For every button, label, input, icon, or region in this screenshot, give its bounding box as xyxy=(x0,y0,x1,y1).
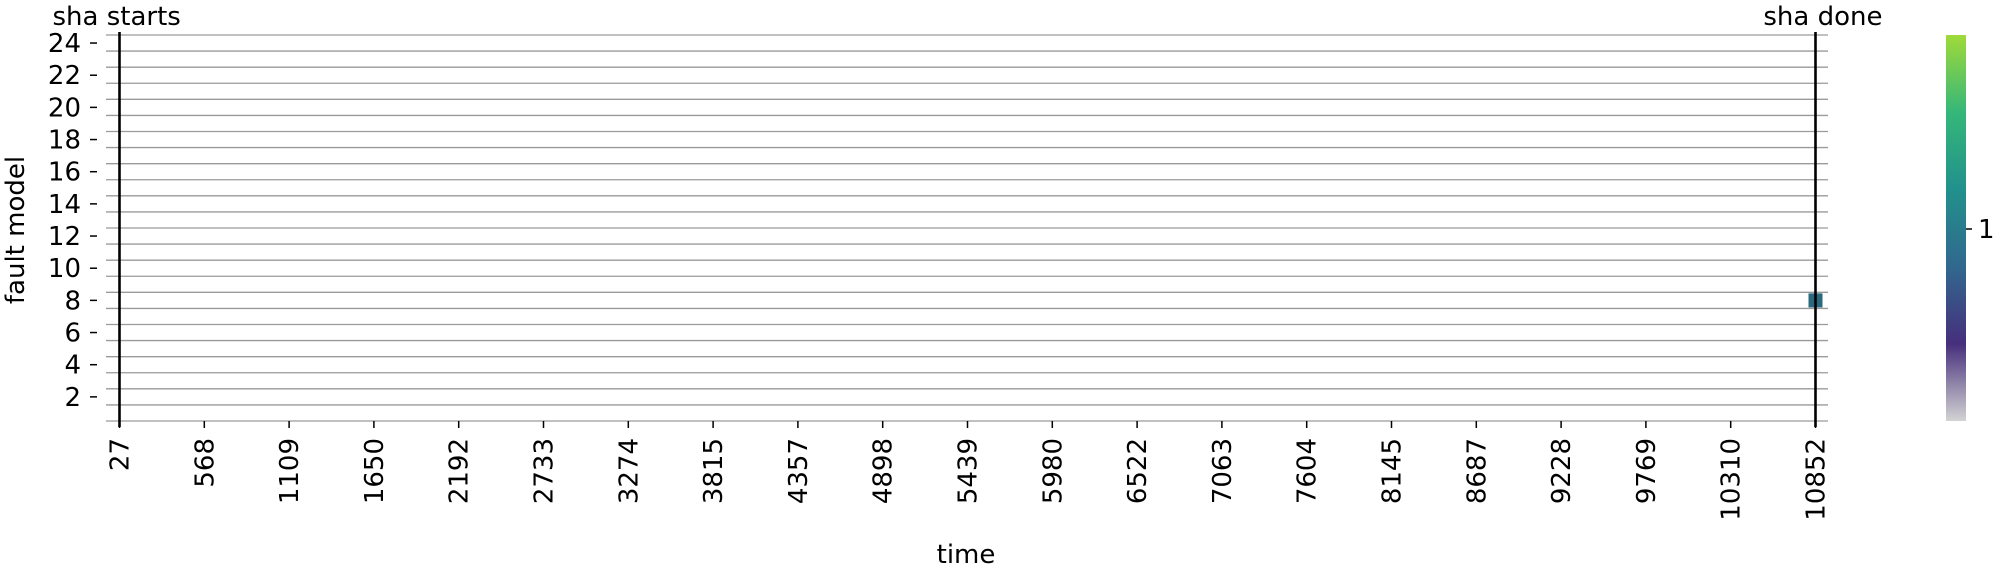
x-tick-label: 4357 xyxy=(784,438,814,504)
y-tick-label: 2 xyxy=(64,383,81,413)
x-tick-label: 27 xyxy=(106,438,136,471)
y-tick-label: 6 xyxy=(64,319,81,349)
x-tick-label: 10310 xyxy=(1717,438,1747,521)
y-tick-label: 24 xyxy=(48,29,81,59)
x-tick-label: 568 xyxy=(190,438,220,488)
annotation-labels: sha starts sha done xyxy=(53,2,1883,32)
x-tick-label: 3815 xyxy=(699,438,729,504)
grid-lines xyxy=(106,34,1828,422)
y-tick-label: 14 xyxy=(48,190,81,220)
x-tick-label: 8145 xyxy=(1378,438,1408,504)
x-tick-label: 4898 xyxy=(869,438,899,504)
y-tick-label: 16 xyxy=(48,158,81,188)
x-tick-label: 6522 xyxy=(1123,438,1153,504)
x-tick-label: 2733 xyxy=(530,438,560,504)
x-tick-label: 8687 xyxy=(1462,438,1492,504)
x-tick-label: 2192 xyxy=(445,438,475,504)
x-tick-label: 1650 xyxy=(360,438,390,504)
y-tick-label: 8 xyxy=(64,286,81,316)
y-tick-label: 18 xyxy=(48,126,81,156)
annotation-lines xyxy=(118,32,1817,427)
x-axis-title: time xyxy=(937,540,996,570)
x-tick-label: 1109 xyxy=(275,438,305,504)
x-tick-label: 10852 xyxy=(1802,438,1832,521)
x-axis-ticks: 27 568 1109 1650 2192 2733 3274 3815 4357 4898 543… xyxy=(106,421,1832,521)
x-tick-label: 5980 xyxy=(1038,438,1068,504)
x-tick-label: 9769 xyxy=(1632,438,1662,504)
y-tick-label: 22 xyxy=(48,61,81,91)
x-tick-label: 3274 xyxy=(614,438,644,504)
y-tick-label: 20 xyxy=(48,93,81,123)
x-tick-label: 7604 xyxy=(1293,438,1323,504)
x-tick-label: 7063 xyxy=(1208,438,1238,504)
x-tick-label: 9228 xyxy=(1547,438,1577,504)
colorbar-gradient xyxy=(1946,35,1966,421)
colorbar: 1 xyxy=(1946,35,1995,421)
x-tick-label: 5439 xyxy=(954,438,984,504)
y-tick-label: 10 xyxy=(48,254,81,284)
y-axis-title: fault model xyxy=(1,156,31,304)
colorbar-tick-label: 1 xyxy=(1978,215,1995,245)
annotation-label: sha done xyxy=(1763,2,1882,32)
annotation-label: sha starts xyxy=(53,2,181,32)
y-tick-label: 12 xyxy=(48,222,81,252)
y-tick-label: 4 xyxy=(64,351,81,381)
